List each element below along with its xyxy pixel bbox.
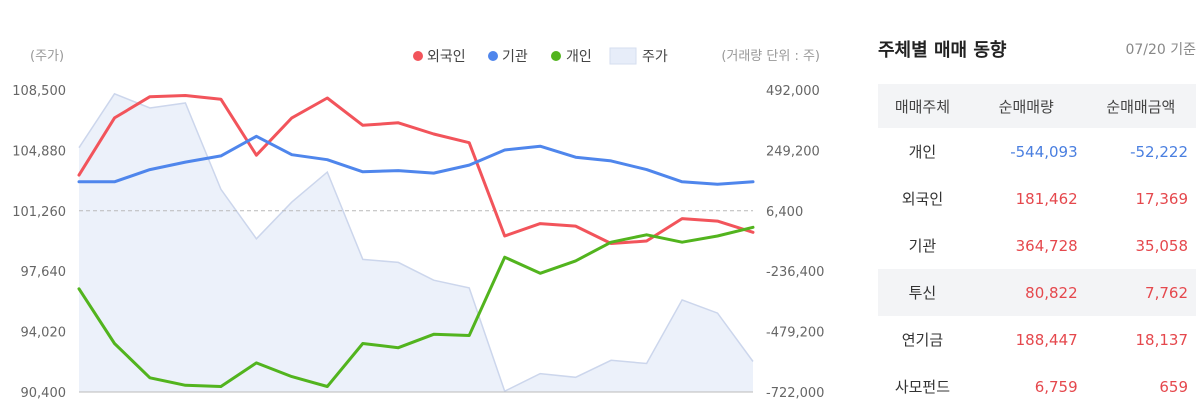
table-row: 투신 80,822 7,762 (878, 269, 1196, 316)
investor-name-cell: 투신 (878, 269, 967, 316)
price-area (79, 93, 753, 393)
institution-line (77, 134, 755, 186)
table-row: 기관 364,728 35,058 (878, 222, 1196, 269)
trading-trend-chart: (주가) (거래량 단위 : 주) 외국인 기관 개인 주가 TrendPick… (12, 47, 824, 401)
panel-title: 주체별 매매 동향 (878, 40, 1007, 61)
table-row: 연기금 188,447 18,137 (878, 316, 1196, 363)
net-amount-cell: -52,222 (1130, 142, 1188, 161)
legend-label-individual: 개인 (566, 49, 592, 65)
y-left-axis-label: (주가) (30, 49, 64, 64)
table-row: 개인 -544,093 -52,222 (878, 128, 1196, 175)
net-qty-cell: 181,462 (1015, 189, 1078, 208)
individual-line (77, 225, 755, 388)
investor-name-cell: 연기금 (901, 331, 944, 349)
y-left-tick-label: 94,020 (21, 326, 67, 341)
y-left-tick-label: 104,880 (12, 144, 66, 159)
table-row: 사모펀드 6,759 659 (878, 363, 1196, 410)
y-right-tick-label: 249,200 (766, 144, 820, 159)
investor-trading-panel: 주체별 매매 동향 07/20 기준 매매주체 순매매량 순매매금액 개인 -54… (878, 0, 1196, 404)
investor-name-cell: 사모펀드 (894, 378, 951, 396)
y-right-tick-label: -722,000 (766, 386, 824, 401)
net-amount-cell: 35,058 (1135, 236, 1189, 255)
legend-marker-foreign (413, 51, 423, 61)
y-left-tick-label: 101,260 (12, 205, 66, 220)
investor-name-cell: 외국인 (901, 190, 944, 208)
y-right-tick-label: 6,400 (766, 205, 803, 220)
net-amount-cell: 7,762 (1085, 269, 1196, 316)
net-qty-cell: -544,093 (1010, 142, 1078, 161)
y-right-tick-label: 492,000 (766, 84, 820, 99)
net-qty-cell: 188,447 (1015, 330, 1078, 349)
legend-label-foreign: 외국인 (427, 49, 466, 65)
investor-name-cell: 개인 (908, 143, 937, 161)
net-amount-cell: 18,137 (1135, 330, 1189, 349)
net-qty-cell: 364,728 (1015, 236, 1078, 255)
y-right-axis-label: (거래량 단위 : 주) (721, 49, 820, 64)
net-amount-cell: 17,369 (1135, 189, 1189, 208)
legend-marker-institution (488, 51, 498, 61)
y-left-tick-label: 108,500 (12, 84, 66, 99)
table-header-row: 매매주체 순매매량 순매매금액 (878, 84, 1196, 128)
y-left-tick-label: 90,400 (21, 386, 67, 401)
header-investor-type: 매매주체 (878, 84, 967, 128)
legend-marker-individual (551, 51, 561, 61)
legend-label-price: 주가 (642, 49, 668, 65)
investor-table: 매매주체 순매매량 순매매금액 개인 -544,093 -52,222 외국인 181,… (878, 84, 1196, 410)
header-net-amount: 순매매금액 (1085, 84, 1196, 128)
y-right-tick-label: -236,400 (766, 265, 824, 280)
table-row: 외국인 181,462 17,369 (878, 175, 1196, 222)
net-qty-cell: 6,759 (1034, 377, 1078, 396)
foreign-line (77, 94, 755, 245)
investor-name-cell: 기관 (908, 237, 937, 255)
panel-date: 07/20 기준 (1125, 42, 1196, 58)
price-area-outline (78, 92, 754, 393)
legend-label-institution: 기관 (502, 49, 528, 65)
net-amount-cell: 659 (1159, 377, 1188, 396)
chart-svg: (주가) (거래량 단위 : 주) 외국인 기관 개인 주가 TrendPick… (12, 47, 824, 401)
plot-area: 108,500 104,880 101,260 97,640 94,020 90,400 4… (12, 84, 824, 401)
y-right-tick-label: -479,200 (766, 326, 824, 341)
y-left-tick-label: 97,640 (21, 265, 67, 280)
legend: 외국인 기관 개인 주가 (413, 47, 668, 65)
net-qty-cell: 80,822 (966, 269, 1086, 316)
legend-marker-price (609, 47, 637, 65)
header-net-qty: 순매매량 (966, 84, 1086, 128)
